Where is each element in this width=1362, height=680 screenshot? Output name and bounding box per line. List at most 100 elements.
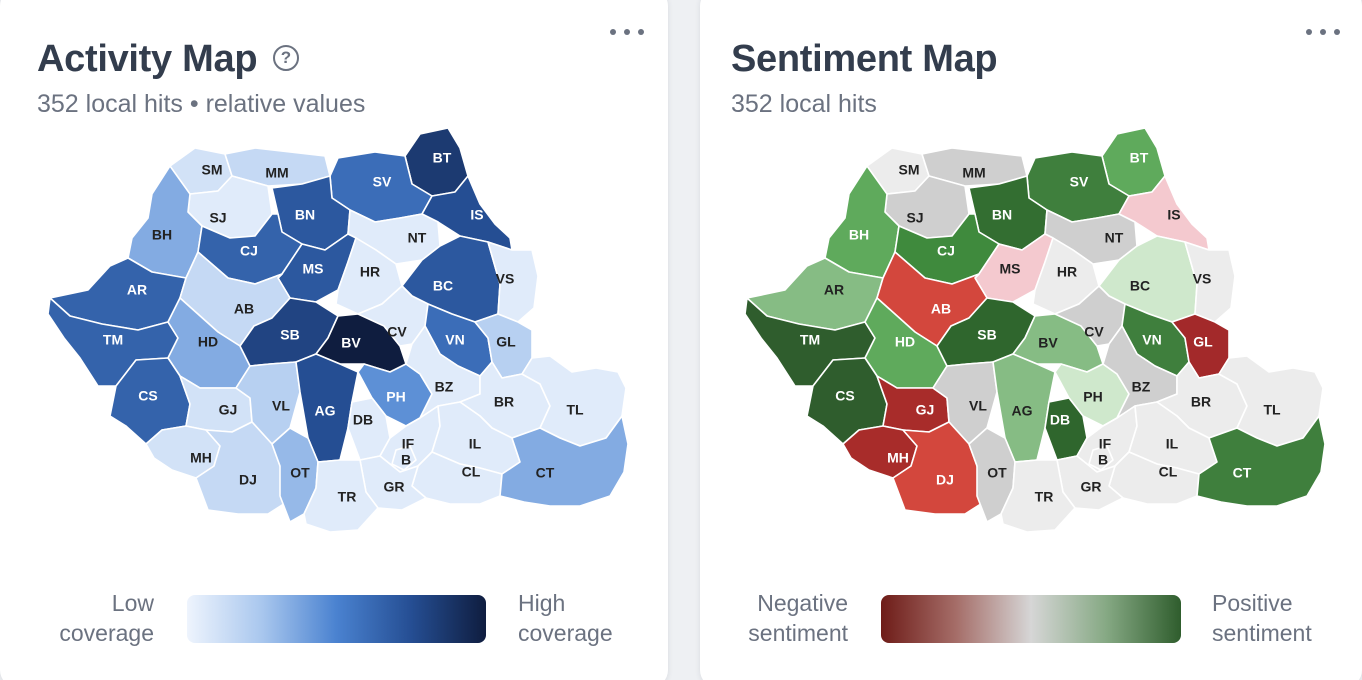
sentiment-label-db: DB — [1050, 412, 1070, 428]
activity-label-ag: AG — [315, 403, 336, 419]
activity-label-br: BR — [494, 394, 514, 410]
activity-label-if: IF — [402, 436, 415, 452]
activity-label-vn: VN — [445, 332, 464, 348]
activity-label-bz: BZ — [435, 379, 454, 395]
activity-label-cj: CJ — [240, 243, 258, 259]
sentiment-label-bt: BT — [1130, 150, 1149, 166]
sentiment-label-gr: GR — [1081, 479, 1102, 495]
sentiment-label-ag: AG — [1012, 403, 1033, 419]
sentiment-label-dj: DJ — [936, 472, 954, 488]
sentiment-label-gl: GL — [1193, 334, 1213, 350]
activity-label-ms: MS — [303, 261, 324, 277]
activity-label-bv: BV — [341, 335, 361, 351]
sentiment-label-mh: MH — [887, 450, 909, 466]
activity-label-hd: HD — [198, 334, 218, 350]
activity-label-mm: MM — [265, 165, 288, 181]
sentiment-county-vs[interactable] — [1184, 241, 1236, 323]
activity-label-gl: GL — [496, 334, 516, 350]
sentiment-label-cv: CV — [1084, 324, 1104, 340]
sentiment-label-vl: VL — [969, 398, 987, 414]
legend-high-line1: High — [518, 590, 566, 616]
activity-label-is: IS — [470, 207, 483, 223]
sentiment-label-sb: SB — [977, 327, 996, 343]
sentiment-label-bn: BN — [992, 207, 1012, 223]
sentiment-county-dj[interactable] — [892, 421, 988, 515]
legend-positive-label: Positive sentiment — [1212, 588, 1312, 648]
sentiment-label-mm: MM — [962, 165, 985, 181]
sentiment-map-canvas: SM MM BT SV IS SJ BN BH CJ NT MS HR AR BC VS AB TM HD SB BV… — [737, 126, 1327, 541]
sentiment-label-bh: BH — [849, 227, 869, 243]
sentiment-label-cj: CJ — [937, 243, 955, 259]
activity-county-vs[interactable] — [487, 241, 539, 323]
sentiment-map-card: Sentiment Map 352 local hits SM MM BT SV IS S… — [700, 0, 1362, 680]
sentiment-county-vl[interactable] — [932, 361, 998, 445]
activity-label-mh: MH — [190, 450, 212, 466]
more-horizontal-icon[interactable] — [1306, 22, 1340, 42]
sentiment-label-sj: SJ — [906, 210, 923, 226]
sentiment-county-b[interactable] — [1088, 445, 1114, 471]
sentiment-label-b: B — [1098, 452, 1108, 468]
activity-label-tr: TR — [338, 489, 357, 505]
sentiment-label-tr: TR — [1035, 489, 1054, 505]
sentiment-label-il: IL — [1166, 436, 1179, 452]
activity-label-ph: PH — [386, 389, 405, 405]
sentiment-label-vs: VS — [1193, 271, 1212, 287]
activity-label-ot: OT — [290, 465, 310, 481]
activity-county-ct[interactable] — [499, 415, 629, 507]
activity-map-card: Activity Map ? 352 local hits • relative… — [0, 0, 668, 680]
coverage-gradient-bar — [187, 595, 486, 643]
activity-label-cv: CV — [387, 324, 407, 340]
sentiment-label-ct: CT — [1233, 465, 1252, 481]
activity-county-tr[interactable] — [303, 459, 379, 533]
activity-label-sm: SM — [202, 162, 223, 178]
sentiment-label-bc: BC — [1130, 278, 1150, 294]
activity-county-b[interactable] — [391, 445, 417, 471]
activity-label-bc: BC — [433, 278, 453, 294]
activity-label-bn: BN — [295, 207, 315, 223]
activity-county-dj[interactable] — [195, 421, 291, 515]
sentiment-label-is: IS — [1167, 207, 1180, 223]
sentiment-gradient-bar — [881, 595, 1181, 643]
legend-negative-line2: sentiment — [748, 620, 848, 646]
sentiment-label-gj: GJ — [916, 402, 935, 418]
question-circle-icon[interactable]: ? — [273, 45, 299, 71]
legend-low-label: Low coverage — [59, 588, 154, 648]
sentiment-label-cs: CS — [835, 388, 854, 404]
sentiment-label-cl: CL — [1159, 464, 1178, 480]
more-horizontal-icon[interactable] — [610, 22, 644, 42]
sentiment-label-hr: HR — [1057, 264, 1077, 280]
sentiment-label-ph: PH — [1083, 389, 1102, 405]
sentiment-label-ab: AB — [931, 301, 951, 317]
legend-positive-line2: sentiment — [1212, 620, 1312, 646]
activity-label-sv: SV — [373, 174, 392, 190]
activity-county-vl[interactable] — [235, 361, 301, 445]
legend-high-line2: coverage — [518, 620, 613, 646]
activity-label-nt: NT — [408, 230, 427, 246]
legend-positive-line1: Positive — [1212, 590, 1293, 616]
activity-label-gr: GR — [384, 479, 405, 495]
activity-label-tm: TM — [103, 332, 123, 348]
activity-label-b: B — [401, 452, 411, 468]
legend-low-line1: Low — [111, 590, 154, 616]
activity-label-sb: SB — [280, 327, 299, 343]
activity-label-sj: SJ — [209, 210, 226, 226]
activity-map-subtitle: 352 local hits • relative values — [37, 90, 366, 118]
activity-label-ar: AR — [127, 282, 147, 298]
activity-label-db: DB — [353, 412, 373, 428]
sentiment-county-tr[interactable] — [1000, 459, 1076, 533]
activity-label-cl: CL — [462, 464, 481, 480]
sentiment-label-tm: TM — [800, 332, 820, 348]
sentiment-county-ct[interactable] — [1196, 415, 1326, 507]
sentiment-label-nt: NT — [1105, 230, 1124, 246]
activity-map-title: Activity Map — [37, 38, 258, 80]
sentiment-label-ms: MS — [1000, 261, 1021, 277]
activity-label-ct: CT — [536, 465, 555, 481]
sentiment-map-subtitle: 352 local hits — [731, 90, 877, 118]
activity-map-canvas: SM MM BT SV IS SJ BN BH CJ NT MS HR AR BC VS AB TM HD SB BV… — [40, 126, 630, 541]
activity-label-tl: TL — [566, 402, 584, 418]
activity-label-dj: DJ — [239, 472, 257, 488]
sentiment-label-tl: TL — [1263, 402, 1281, 418]
activity-label-hr: HR — [360, 264, 380, 280]
